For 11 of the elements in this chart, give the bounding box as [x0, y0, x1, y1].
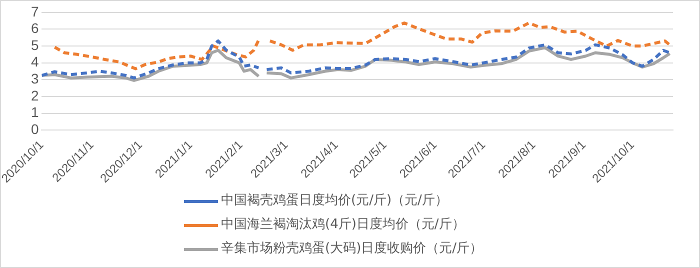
y-tick-label: 0 [30, 120, 39, 137]
y-tick-label: 5 [30, 36, 39, 53]
legend-label: 辛集市场粉壳鸡蛋(大码)日度收购价（元/斤） [221, 240, 483, 258]
y-tick-label: 3 [30, 70, 39, 86]
legend-label: 中国海兰褐淘汰鸡(4斤)日度均价（元/斤） [221, 216, 465, 234]
legend-label: 中国褐壳鸡蛋日度均价(元/斤)（元/斤） [221, 192, 448, 210]
y-tick-label: 4 [30, 54, 39, 70]
y-tick-label: 1 [30, 104, 39, 120]
y-tick-label: 7 [30, 3, 39, 20]
y-tick-label: 6 [30, 20, 39, 36]
y-tick-label: 2 [30, 87, 39, 104]
